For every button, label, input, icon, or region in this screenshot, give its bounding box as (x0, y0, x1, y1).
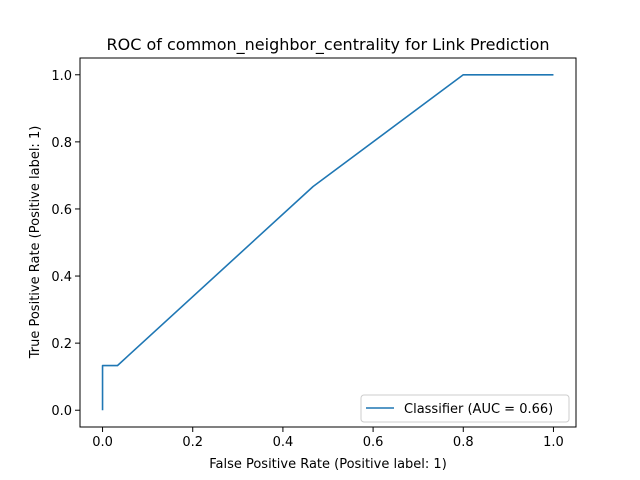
legend-box (360, 394, 570, 423)
y-axis-label: True Positive Rate (Positive label: 1) (28, 126, 43, 360)
y-tick-label: 0.2 (51, 337, 72, 352)
x-tick-label: 0.6 (363, 435, 384, 450)
x-tick-label: 0.2 (182, 435, 203, 450)
plot-area (79, 57, 577, 428)
y-tick-label: 0.6 (51, 203, 72, 218)
plot-frame (79, 57, 577, 428)
y-axis-ticks: 0.0 0.2 0.4 0.6 0.8 1.0 (51, 69, 80, 419)
x-tick-label: 0.0 (92, 435, 113, 450)
x-axis-ticks: 0.0 0.2 0.4 0.6 0.8 1.0 (92, 427, 564, 450)
x-axis-label: False Positive Rate (Positive label: 1) (209, 457, 447, 472)
y-tick-label: 1.0 (51, 69, 72, 84)
x-tick-label: 0.8 (453, 435, 474, 450)
x-tick-label: 0.4 (273, 435, 294, 450)
y-tick-label: 0.8 (51, 136, 72, 151)
legend-label: Classifier (AUC = 0.66) (404, 402, 553, 417)
legend: Classifier (AUC = 0.66) (360, 394, 570, 423)
y-tick-label: 0.4 (51, 270, 72, 285)
x-tick-label: 1.0 (543, 435, 564, 450)
series-layer (101, 73, 554, 411)
chart-title: ROC of common_neighbor_centrality for Li… (107, 35, 550, 55)
roc-curve-line (101, 73, 554, 411)
y-tick-label: 0.0 (51, 404, 72, 419)
